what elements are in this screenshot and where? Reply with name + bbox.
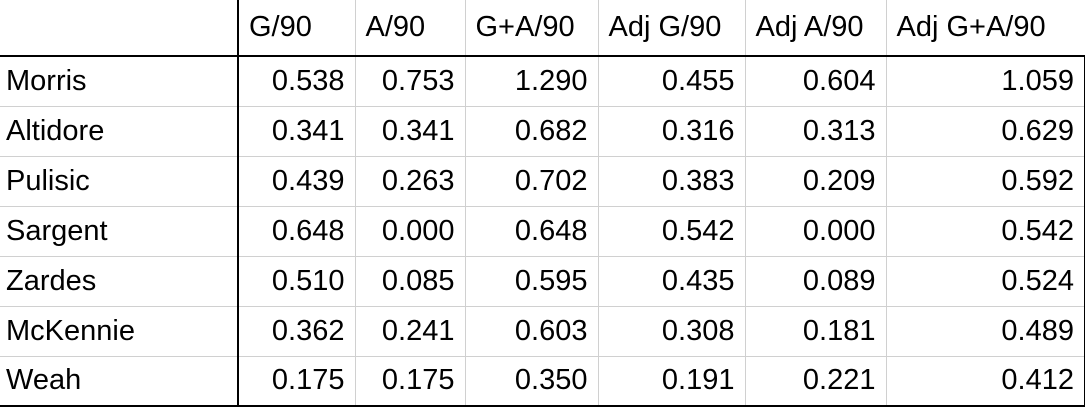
value-cell[interactable]: 0.753 [355, 56, 466, 107]
value-cell[interactable]: 0.435 [598, 256, 746, 307]
value-cell[interactable]: 0.313 [745, 106, 887, 157]
value-cell[interactable]: 0.341 [238, 106, 356, 157]
value-cell[interactable]: 0.510 [238, 256, 356, 307]
value-cell[interactable]: 0.542 [598, 206, 746, 257]
table-row: Altidore 0.341 0.341 0.682 0.316 0.313 0… [0, 106, 1085, 157]
value-cell[interactable]: 0.000 [355, 206, 466, 257]
value-cell[interactable]: 0.592 [886, 156, 1085, 207]
player-name-cell[interactable]: Zardes [0, 256, 239, 307]
header-cell-a90[interactable]: A/90 [355, 0, 466, 57]
header-cell-adj-ga90[interactable]: Adj G+A/90 [886, 0, 1085, 57]
player-name-cell[interactable]: Morris [0, 56, 239, 107]
value-cell[interactable]: 0.316 [598, 106, 746, 157]
player-name-cell[interactable]: Sargent [0, 206, 239, 257]
value-cell[interactable]: 0.603 [465, 306, 599, 357]
value-cell[interactable]: 0.702 [465, 156, 599, 207]
value-cell[interactable]: 0.089 [745, 256, 887, 307]
value-cell[interactable]: 0.595 [465, 256, 599, 307]
table-row: Sargent 0.648 0.000 0.648 0.542 0.000 0.… [0, 206, 1085, 257]
value-cell[interactable]: 0.648 [238, 206, 356, 257]
value-cell[interactable]: 0.221 [745, 356, 887, 407]
value-cell[interactable]: 0.648 [465, 206, 599, 257]
player-name-cell[interactable]: Weah [0, 356, 239, 407]
table-row: Pulisic 0.439 0.263 0.702 0.383 0.209 0.… [0, 156, 1085, 207]
value-cell[interactable]: 0.682 [465, 106, 599, 157]
value-cell[interactable]: 0.412 [886, 356, 1085, 407]
value-cell[interactable]: 0.538 [238, 56, 356, 107]
header-row: G/90 A/90 G+A/90 Adj G/90 Adj A/90 Adj G… [0, 0, 1085, 57]
value-cell[interactable]: 0.629 [886, 106, 1085, 157]
header-corner-cell[interactable] [0, 0, 239, 57]
value-cell[interactable]: 0.308 [598, 306, 746, 357]
value-cell[interactable]: 0.455 [598, 56, 746, 107]
header-cell-adj-g90[interactable]: Adj G/90 [598, 0, 746, 57]
table-row: Zardes 0.510 0.085 0.595 0.435 0.089 0.5… [0, 256, 1085, 307]
value-cell[interactable]: 0.542 [886, 206, 1085, 257]
table-row: McKennie 0.362 0.241 0.603 0.308 0.181 0… [0, 306, 1085, 357]
value-cell[interactable]: 0.439 [238, 156, 356, 207]
value-cell[interactable]: 1.290 [465, 56, 599, 107]
player-name-cell[interactable]: McKennie [0, 306, 239, 357]
value-cell[interactable]: 0.263 [355, 156, 466, 207]
value-cell[interactable]: 0.209 [745, 156, 887, 207]
player-name-cell[interactable]: Pulisic [0, 156, 239, 207]
value-cell[interactable]: 0.000 [745, 206, 887, 257]
value-cell[interactable]: 1.059 [886, 56, 1085, 107]
header-cell-adj-a90[interactable]: Adj A/90 [745, 0, 887, 57]
table-row: Weah 0.175 0.175 0.350 0.191 0.221 0.412 [0, 356, 1085, 407]
value-cell[interactable]: 0.489 [886, 306, 1085, 357]
player-name-cell[interactable]: Altidore [0, 106, 239, 157]
value-cell[interactable]: 0.181 [745, 306, 887, 357]
value-cell[interactable]: 0.383 [598, 156, 746, 207]
value-cell[interactable]: 0.241 [355, 306, 466, 357]
header-cell-ga90[interactable]: G+A/90 [465, 0, 599, 57]
value-cell[interactable]: 0.191 [598, 356, 746, 407]
value-cell[interactable]: 0.350 [465, 356, 599, 407]
value-cell[interactable]: 0.085 [355, 256, 466, 307]
value-cell[interactable]: 0.341 [355, 106, 466, 157]
header-cell-g90[interactable]: G/90 [238, 0, 356, 57]
value-cell[interactable]: 0.362 [238, 306, 356, 357]
value-cell[interactable]: 0.524 [886, 256, 1085, 307]
value-cell[interactable]: 0.175 [238, 356, 356, 407]
value-cell[interactable]: 0.175 [355, 356, 466, 407]
value-cell[interactable]: 0.604 [745, 56, 887, 107]
table-row: Morris 0.538 0.753 1.290 0.455 0.604 1.0… [0, 56, 1085, 107]
